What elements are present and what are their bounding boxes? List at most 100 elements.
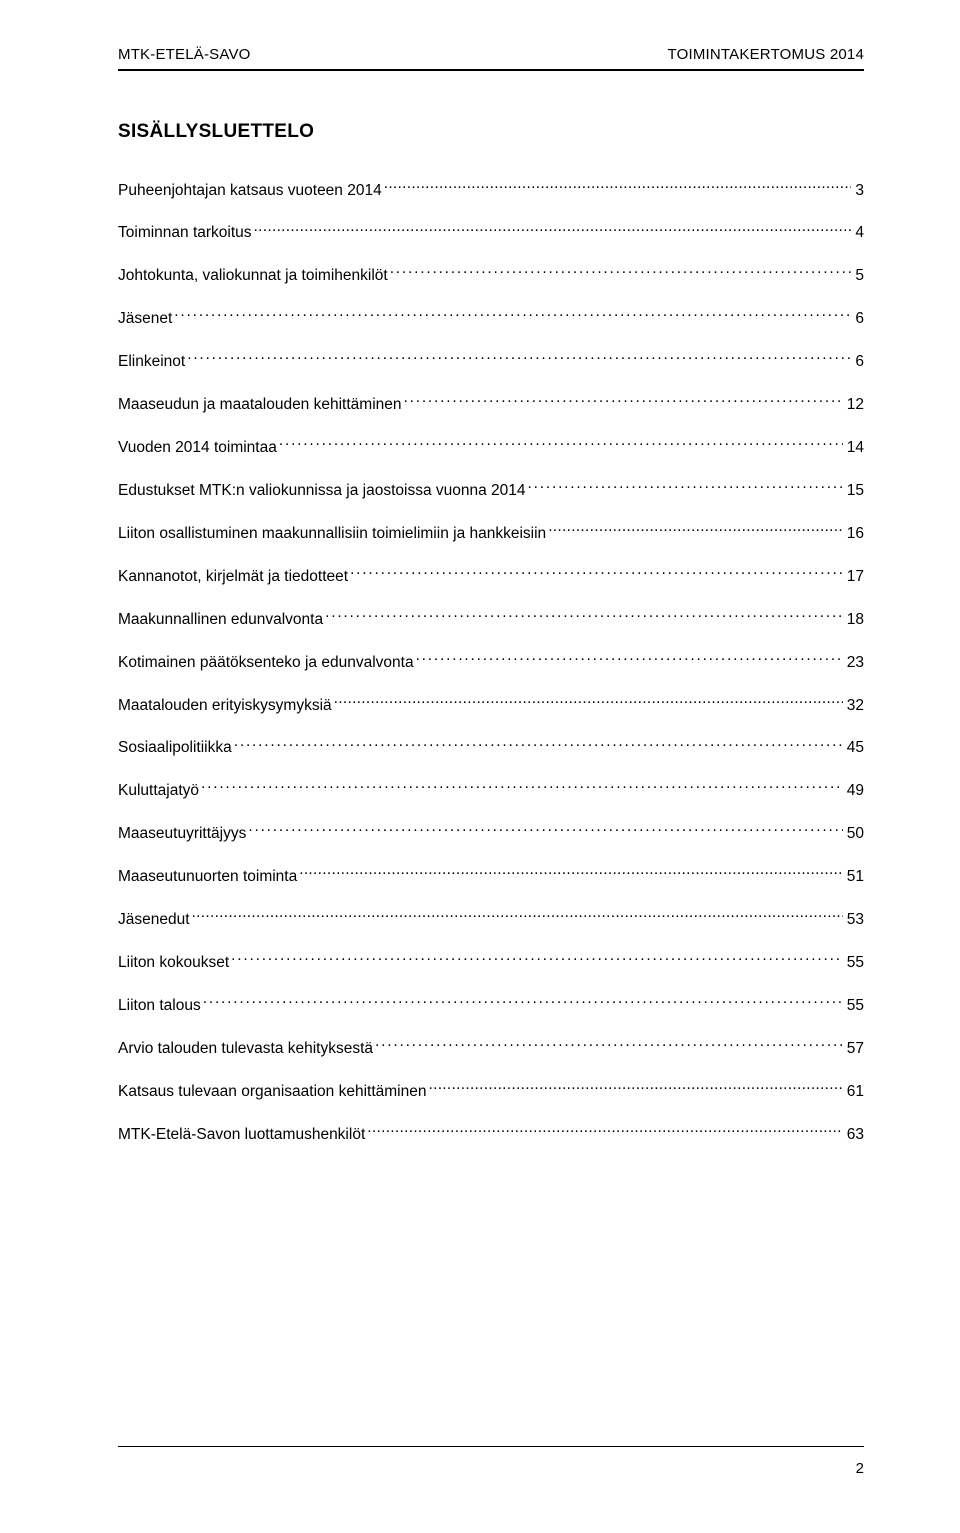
toc-row: Maatalouden erityiskysymyksiä 32 [118, 694, 864, 716]
toc-label: Puheenjohtajan katsaus vuoteen 2014 [118, 181, 382, 202]
toc-leader [416, 651, 843, 667]
toc-leader [201, 780, 843, 796]
toc-row: MTK-Etelä-Savon luottamushenkilöt 63 [118, 1123, 864, 1145]
toc-row: Maakunnallinen edunvalvonta 18 [118, 608, 864, 630]
toc-leader [187, 351, 851, 367]
toc-label: Katsaus tulevaan organisaation kehittämi… [118, 1082, 426, 1103]
toc-page: 17 [845, 567, 864, 588]
header-right: TOIMINTAKERTOMUS 2014 [668, 46, 864, 63]
toc-label: Jäsenedut [118, 910, 190, 931]
toc-row: Johtokunta, valiokunnat ja toimihenkilöt… [118, 265, 864, 287]
toc-leader [428, 1080, 842, 1096]
toc-label: Johtokunta, valiokunnat ja toimihenkilöt [118, 266, 388, 287]
toc-row: Liiton kokoukset 55 [118, 952, 864, 974]
toc-leader [548, 522, 843, 538]
toc-leader [404, 394, 843, 410]
toc-row: Sosiaalipolitiikka 45 [118, 737, 864, 759]
toc-leader [174, 308, 851, 324]
toc-page: 3 [853, 181, 864, 202]
toc-label: Kuluttajatyö [118, 781, 199, 802]
toc-page: 18 [845, 610, 864, 631]
toc-leader [528, 479, 843, 495]
toc-leader [231, 952, 843, 968]
toc-page: 53 [845, 910, 864, 931]
toc-page: 50 [845, 824, 864, 845]
toc-page: 49 [845, 781, 864, 802]
toc-leader [384, 179, 852, 195]
toc-label: Maaseutunuorten toiminta [118, 867, 297, 888]
toc-row: Maaseutunuorten toiminta 51 [118, 866, 864, 888]
toc-page: 6 [853, 309, 864, 330]
toc-page: 32 [845, 696, 864, 717]
header-rule [118, 69, 864, 71]
toc-leader [325, 608, 843, 624]
toc-label: Liiton kokoukset [118, 953, 229, 974]
toc-page: 4 [853, 223, 864, 244]
toc-leader [254, 222, 852, 238]
toc-page: 63 [845, 1125, 864, 1146]
toc-leader [334, 694, 843, 710]
toc-page: 16 [845, 524, 864, 545]
footer-rule [118, 1446, 864, 1447]
toc-page: 51 [845, 867, 864, 888]
toc-label: Maakunnallinen edunvalvonta [118, 610, 323, 631]
toc-label: Sosiaalipolitiikka [118, 738, 232, 759]
toc-row: Kuluttajatyö 49 [118, 780, 864, 802]
toc-leader [375, 1037, 843, 1053]
toc-label: Toiminnan tarkoitus [118, 223, 252, 244]
toc-page: 5 [853, 266, 864, 287]
toc-row: Arvio talouden tulevasta kehityksestä 57 [118, 1037, 864, 1059]
toc-row: Toiminnan tarkoitus 4 [118, 222, 864, 244]
toc-row: Jäsenet 6 [118, 308, 864, 330]
toc-row: Maaseudun ja maatalouden kehittäminen 12 [118, 394, 864, 416]
toc-page: 57 [845, 1039, 864, 1060]
toc-label: Liiton talous [118, 996, 201, 1017]
toc-label: Kotimainen päätöksenteko ja edunvalvonta [118, 653, 414, 674]
toc-page: 15 [845, 481, 864, 502]
toc-label: Vuoden 2014 toimintaa [118, 438, 277, 459]
toc-page: 14 [845, 438, 864, 459]
toc-page: 45 [845, 738, 864, 759]
toc-leader [248, 823, 842, 839]
toc-label: Jäsenet [118, 309, 172, 330]
toc-row: Elinkeinot 6 [118, 351, 864, 373]
toc-title: SISÄLLYSLUETTELO [118, 121, 864, 143]
toc-label: Liiton osallistuminen maakunnallisiin to… [118, 524, 546, 545]
toc-row: Maaseutuyrittäjyys 50 [118, 823, 864, 845]
toc-page: 12 [845, 395, 864, 416]
toc-leader [299, 866, 843, 882]
toc-row: Kannanotot, kirjelmät ja tiedotteet 17 [118, 565, 864, 587]
table-of-contents: Puheenjohtajan katsaus vuoteen 2014 3 Toim… [118, 179, 864, 1146]
page-number: 2 [856, 1460, 864, 1477]
toc-page: 6 [853, 352, 864, 373]
toc-leader [350, 565, 843, 581]
toc-page: 55 [845, 953, 864, 974]
toc-row: Edustukset MTK:n valiokunnissa ja jaosto… [118, 479, 864, 501]
toc-leader [234, 737, 843, 753]
toc-leader [390, 265, 852, 281]
toc-row: Katsaus tulevaan organisaation kehittämi… [118, 1080, 864, 1102]
toc-page: 23 [845, 653, 864, 674]
toc-leader [367, 1123, 842, 1139]
toc-label: MTK-Etelä-Savon luottamushenkilöt [118, 1125, 365, 1146]
toc-row: Puheenjohtajan katsaus vuoteen 2014 3 [118, 179, 864, 201]
toc-row: Vuoden 2014 toimintaa 14 [118, 437, 864, 459]
header-left: MTK-ETELÄ-SAVO [118, 46, 251, 63]
toc-leader [203, 995, 843, 1011]
toc-leader [192, 909, 843, 925]
toc-label: Maaseutuyrittäjyys [118, 824, 246, 845]
toc-label: Kannanotot, kirjelmät ja tiedotteet [118, 567, 348, 588]
header-row: MTK-ETELÄ-SAVO TOIMINTAKERTOMUS 2014 [118, 46, 864, 63]
toc-row: Jäsenedut 53 [118, 909, 864, 931]
toc-leader [279, 437, 843, 453]
toc-label: Arvio talouden tulevasta kehityksestä [118, 1039, 373, 1060]
toc-page: 55 [845, 996, 864, 1017]
toc-label: Edustukset MTK:n valiokunnissa ja jaosto… [118, 481, 526, 502]
toc-label: Maaseudun ja maatalouden kehittäminen [118, 395, 402, 416]
page: MTK-ETELÄ-SAVO TOIMINTAKERTOMUS 2014 SIS… [0, 0, 960, 1533]
toc-row: Liiton talous 55 [118, 995, 864, 1017]
toc-label: Elinkeinot [118, 352, 185, 373]
toc-row: Kotimainen päätöksenteko ja edunvalvonta… [118, 651, 864, 673]
toc-label: Maatalouden erityiskysymyksiä [118, 696, 332, 717]
toc-page: 61 [845, 1082, 864, 1103]
